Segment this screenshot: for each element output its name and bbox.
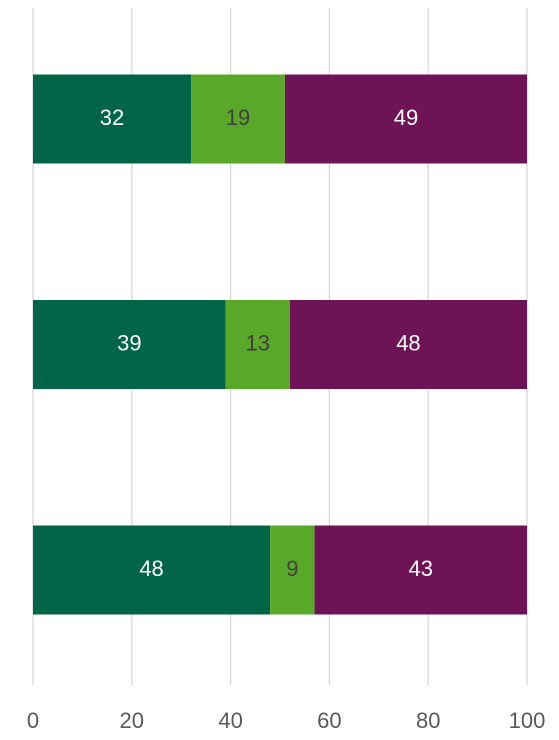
x-tick-label: 20 <box>120 708 144 733</box>
bar-segment <box>314 525 527 615</box>
bar-segment <box>284 74 527 164</box>
x-tick-label: 40 <box>218 708 242 733</box>
data-label: 32 <box>100 105 124 130</box>
x-tick-label: 80 <box>416 708 440 733</box>
data-label: 9 <box>286 556 298 581</box>
x-tick-label: 60 <box>317 708 341 733</box>
data-label: 48 <box>396 330 420 355</box>
x-tick-label: 100 <box>509 708 546 733</box>
bar-segment <box>191 74 285 164</box>
data-label: 13 <box>246 330 270 355</box>
data-label: 19 <box>226 105 250 130</box>
bar-segment <box>270 525 315 615</box>
bar-segment <box>33 300 226 389</box>
bar-segment <box>33 525 271 615</box>
data-label: 43 <box>409 556 433 581</box>
data-label: 48 <box>139 556 163 581</box>
bar-segment <box>289 300 527 389</box>
bar-segment <box>33 74 192 164</box>
bar-segment <box>225 300 290 389</box>
x-tick-label: 0 <box>27 708 39 733</box>
data-label: 49 <box>394 105 418 130</box>
data-label: 39 <box>117 330 141 355</box>
